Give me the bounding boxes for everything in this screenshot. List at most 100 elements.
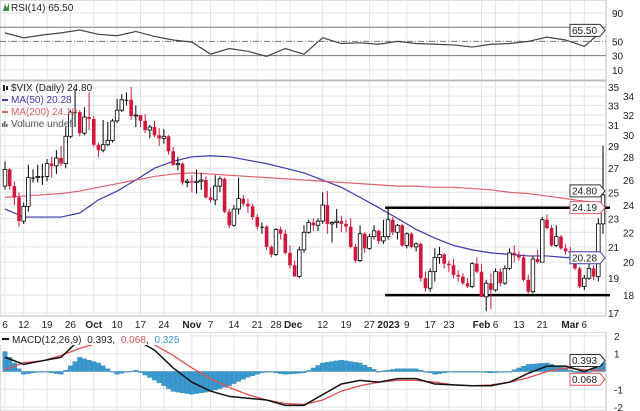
candle-body (119, 99, 124, 111)
macd-histogram-bar (58, 371, 64, 375)
macd-histogram-bar (95, 362, 101, 372)
candle (582, 274, 587, 290)
candle (17, 192, 21, 227)
panel-frame (0, 80, 607, 317)
candle (269, 245, 274, 258)
x-tick-label: 7 (208, 320, 214, 331)
price-tick-label: 34 (623, 92, 635, 103)
candle (152, 120, 157, 138)
value-box-frame (569, 251, 606, 265)
candle-body (521, 257, 526, 280)
macd-histogram-bar (156, 371, 162, 384)
price-tick-label: 19 (608, 274, 620, 285)
candle-body (185, 180, 190, 183)
rsi-value-box: 65.50 (569, 23, 606, 37)
candle-body (545, 219, 549, 229)
volume-icon (2, 121, 8, 127)
macd-histogram-bar (217, 371, 223, 389)
macd-histogram-bar (25, 371, 31, 374)
candle-body (475, 263, 479, 272)
candle (311, 218, 316, 231)
macd-histogram-bar (254, 371, 260, 375)
macd-histogram-bar (376, 371, 382, 373)
x-axis: 6 12 19 26 Oct 10 17 24 Nov 7 14 21 28 Dec 12 19 27 2023 9… (0, 317, 606, 332)
candle (21, 202, 26, 224)
candle (418, 242, 423, 282)
macd-histogram-bar (142, 371, 148, 376)
candle (362, 232, 367, 253)
candle-body (353, 246, 358, 261)
candle-body (427, 271, 433, 289)
candle (586, 262, 592, 280)
macd-histogram-bar (114, 371, 120, 375)
candle (325, 191, 330, 234)
candle-body (404, 233, 409, 246)
candle-body (498, 271, 503, 284)
candle (26, 164, 31, 212)
candle (44, 159, 50, 182)
macd-histogram-bar (329, 361, 335, 372)
price-tick-label: 23 (608, 214, 620, 225)
macd-histogram-bar (413, 368, 419, 372)
candle-body (133, 114, 139, 117)
candle-body (288, 252, 292, 266)
macd-histogram-bar (128, 370, 134, 373)
price-tick-label: 21 (608, 243, 620, 254)
macd-histogram-bar (245, 371, 251, 378)
macd-histogram-bar (306, 370, 312, 372)
candle (451, 259, 456, 279)
candle (535, 249, 540, 264)
candle-body (596, 223, 601, 277)
candle-body (559, 236, 563, 249)
candle (260, 222, 264, 234)
candle (100, 119, 106, 153)
candle-body (204, 180, 208, 198)
volume-legend: Volume undef (11, 119, 72, 130)
x-tick-label: Oct (85, 320, 102, 331)
price-tick-label: 24 (623, 201, 635, 212)
macd-histogram-bar (166, 371, 171, 389)
price-panel (2, 87, 610, 312)
candle-body (2, 168, 8, 187)
macd-histogram-bar (39, 371, 45, 373)
candle-body (292, 265, 297, 277)
candle-body (489, 283, 493, 290)
candle-body (418, 243, 423, 279)
value-box-frame (569, 354, 606, 368)
candle (82, 107, 87, 136)
candle-body (227, 211, 232, 226)
candle-body (105, 140, 110, 146)
candle (540, 217, 545, 263)
candle (357, 225, 363, 263)
candle (217, 176, 223, 193)
candle-body (456, 274, 460, 277)
price-tick-label: 31 (608, 121, 620, 132)
candle (400, 223, 404, 247)
price-tick-label: 35 (608, 83, 620, 94)
macd-legend: MACD(12,26,9) 0.393, 0.068, 0.325 (0, 333, 190, 346)
macd-histogram-bar (63, 369, 69, 372)
macd-histogram-bar (586, 371, 592, 373)
candle-body (320, 204, 325, 222)
candle-body (246, 203, 250, 207)
candle-body (395, 224, 400, 233)
x-tick-label: 21 (252, 320, 264, 331)
macd-histogram-bar (53, 371, 59, 374)
value-box-text: 24.19 (572, 203, 597, 214)
macd-histogram-bar (343, 360, 349, 372)
candle (236, 177, 241, 215)
candle-body (512, 252, 517, 255)
candle (35, 164, 40, 183)
rsi-tick-label: 50 (612, 37, 624, 48)
candle (507, 248, 512, 271)
candle (404, 232, 409, 249)
rsi-tick-label: 10 (612, 66, 624, 77)
candle (301, 225, 307, 253)
candle (40, 163, 45, 185)
macd-histogram-bar (404, 368, 410, 372)
value-box-frame (569, 23, 606, 37)
candle (105, 121, 110, 146)
candle (489, 273, 493, 310)
candle-body (348, 226, 353, 247)
candle-body (194, 180, 199, 183)
